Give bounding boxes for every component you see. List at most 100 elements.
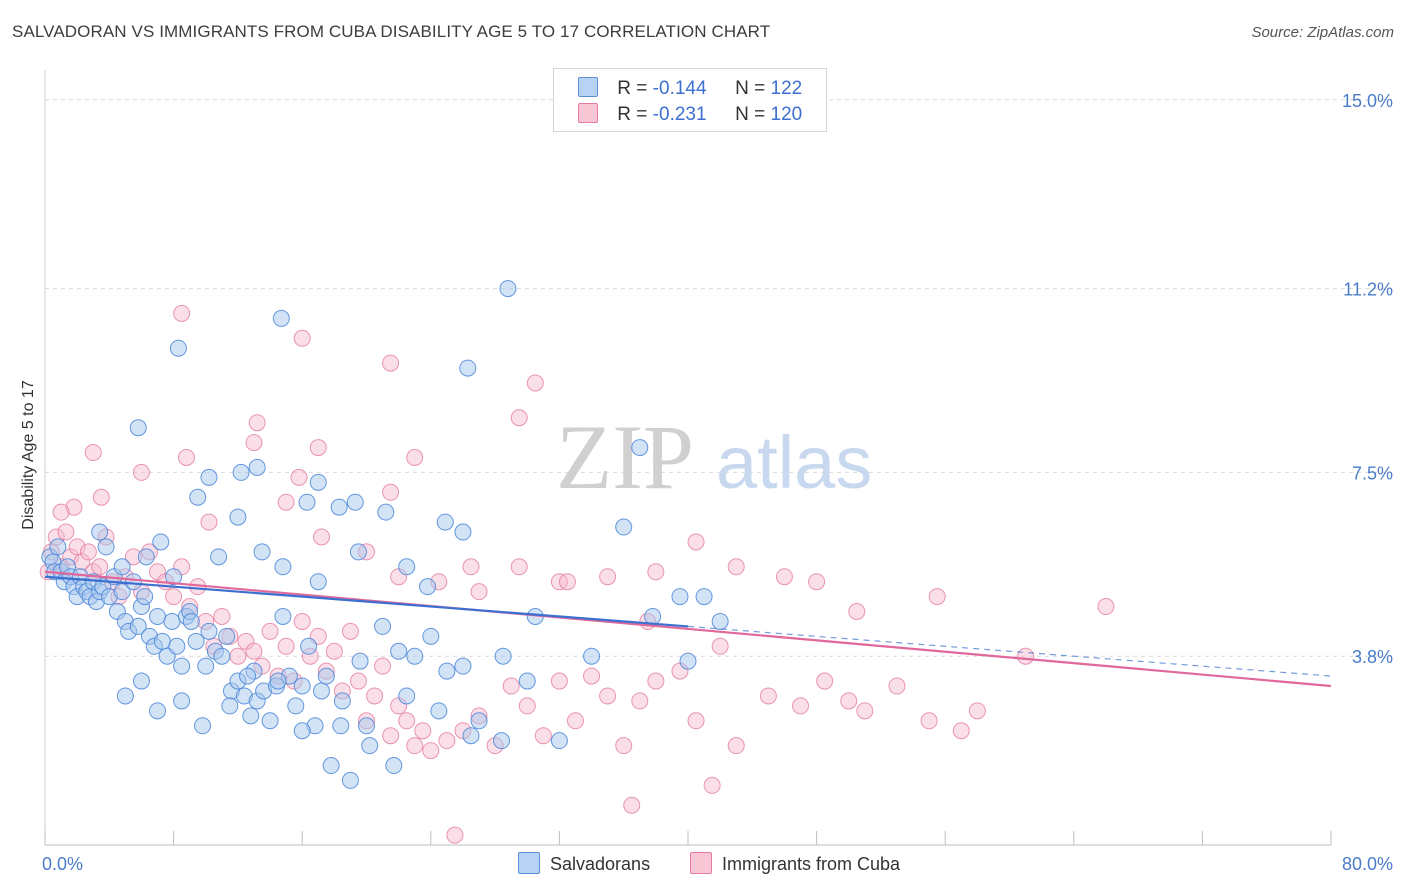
data-point-immigrants-from-cuba <box>165 588 183 606</box>
legend-item-label: Salvadorans <box>550 854 651 874</box>
data-point-salvadorans <box>349 543 367 561</box>
data-point-salvadorans <box>137 548 155 566</box>
data-point-immigrants-from-cuba <box>711 637 729 655</box>
data-point-salvadorans <box>695 588 713 606</box>
data-point-immigrants-from-cuba <box>382 727 400 745</box>
legend-item-label: Immigrants from Cuba <box>722 854 901 874</box>
legend-n-value: 120 <box>770 104 803 125</box>
data-point-immigrants-from-cuba <box>277 493 295 511</box>
legend-swatch-pink <box>690 852 712 874</box>
data-point-salvadorans <box>312 682 330 700</box>
y-tick-label: 15.0% <box>1342 91 1393 111</box>
data-point-salvadorans <box>169 339 187 357</box>
data-point-salvadorans <box>398 687 416 705</box>
data-point-salvadorans <box>358 717 375 735</box>
trend-line-salvadorans-extension <box>687 625 1332 677</box>
data-point-immigrants-from-cuba <box>518 697 536 715</box>
data-point-salvadorans <box>462 727 480 745</box>
data-point-immigrants-from-cuba <box>290 468 308 486</box>
tick-labels: 3.8% 7.5% 11.2% 15.0% 0.0% 80.0% <box>42 91 1393 874</box>
data-point-salvadorans <box>430 702 448 720</box>
legend-r-value: -0.144 <box>652 78 707 99</box>
y-tick-label: 11.2% <box>1343 280 1393 300</box>
data-point-salvadorans <box>438 662 456 680</box>
data-point-immigrants-from-cuba <box>177 449 195 466</box>
data-point-salvadorans <box>173 657 191 675</box>
data-point-salvadorans <box>149 702 167 720</box>
data-point-salvadorans <box>129 419 147 437</box>
data-point-salvadorans <box>390 642 408 660</box>
data-point-salvadorans <box>499 280 517 298</box>
data-point-immigrants-from-cuba <box>374 657 392 675</box>
legend-swatch-blue <box>578 77 598 97</box>
data-point-salvadorans <box>422 627 440 645</box>
data-point-immigrants-from-cuba <box>277 637 295 655</box>
data-point-immigrants-from-cuba <box>856 702 874 720</box>
data-point-immigrants-from-cuba <box>550 672 568 690</box>
data-point-salvadorans <box>518 672 536 690</box>
data-point-immigrants-from-cuba <box>647 672 665 690</box>
data-point-salvadorans <box>229 508 247 526</box>
data-point-salvadorans <box>341 771 359 789</box>
data-point-salvadorans <box>298 493 316 511</box>
data-point-salvadorans <box>187 632 205 650</box>
data-point-immigrants-from-cuba <box>888 677 906 695</box>
data-point-immigrants-from-cuba <box>92 488 110 506</box>
data-point-immigrants-from-cuba <box>84 444 102 462</box>
data-point-salvadorans <box>173 692 191 710</box>
data-point-immigrants-from-cuba <box>470 583 488 601</box>
data-point-immigrants-from-cuba <box>534 727 552 745</box>
data-point-immigrants-from-cuba <box>57 523 75 541</box>
legend-n-label: N = <box>735 104 766 125</box>
watermark: ZIP atlas <box>556 406 872 508</box>
data-point-salvadorans <box>330 498 348 516</box>
data-point-immigrants-from-cuba <box>414 722 432 740</box>
data-point-immigrants-from-cuba <box>928 588 946 606</box>
data-point-salvadorans <box>272 309 290 327</box>
data-point-salvadorans <box>287 697 305 715</box>
data-point-immigrants-from-cuba <box>91 558 109 576</box>
data-point-immigrants-from-cuba <box>848 603 866 621</box>
data-point-salvadorans <box>454 657 472 675</box>
data-point-salvadorans <box>149 607 167 625</box>
data-point-salvadorans <box>454 523 472 541</box>
data-point-salvadorans <box>153 632 171 650</box>
legend-swatch-blue <box>518 852 540 874</box>
legend-row-immigrants-from-cuba: R = -0.231 N = 120 <box>578 103 802 127</box>
data-point-immigrants-from-cuba <box>132 463 150 481</box>
data-point-immigrants-from-cuba <box>52 503 70 521</box>
data-point-salvadorans <box>253 543 271 561</box>
data-point-immigrants-from-cuba <box>422 742 440 760</box>
data-point-salvadorans <box>351 652 369 670</box>
data-point-immigrants-from-cuba <box>438 732 456 750</box>
data-point-salvadorans <box>274 558 292 576</box>
data-point-immigrants-from-cuba <box>213 607 231 625</box>
data-point-immigrants-from-cuba <box>1097 598 1115 616</box>
data-point-immigrants-from-cuba <box>65 498 83 516</box>
data-point-salvadorans <box>377 503 395 521</box>
data-point-immigrants-from-cuba <box>382 354 400 372</box>
data-point-salvadorans <box>218 627 236 645</box>
data-point-salvadorans <box>168 637 186 655</box>
data-point-salvadorans <box>182 612 200 630</box>
data-point-immigrants-from-cuba <box>599 568 617 586</box>
chart-source: Source: ZipAtlas.com <box>1251 24 1394 41</box>
data-point-immigrants-from-cuba <box>599 687 617 705</box>
data-point-salvadorans <box>615 518 633 536</box>
data-point-salvadorans <box>210 548 228 566</box>
data-point-salvadorans <box>322 757 340 775</box>
data-point-immigrants-from-cuba <box>446 826 464 844</box>
data-point-immigrants-from-cuba <box>341 622 359 640</box>
data-point-immigrants-from-cuba <box>631 692 649 710</box>
data-point-immigrants-from-cuba <box>952 722 970 740</box>
data-point-immigrants-from-cuba <box>968 702 986 720</box>
data-point-salvadorans <box>293 677 311 695</box>
legend-item-immigrants-from-cuba: Immigrants from Cuba <box>690 852 900 875</box>
data-point-immigrants-from-cuba <box>647 563 665 581</box>
data-point-salvadorans <box>221 697 239 715</box>
data-point-immigrants-from-cuba <box>325 642 343 660</box>
data-point-salvadorans <box>242 707 260 725</box>
data-point-salvadorans <box>165 568 183 586</box>
data-point-immigrants-from-cuba <box>79 543 97 561</box>
